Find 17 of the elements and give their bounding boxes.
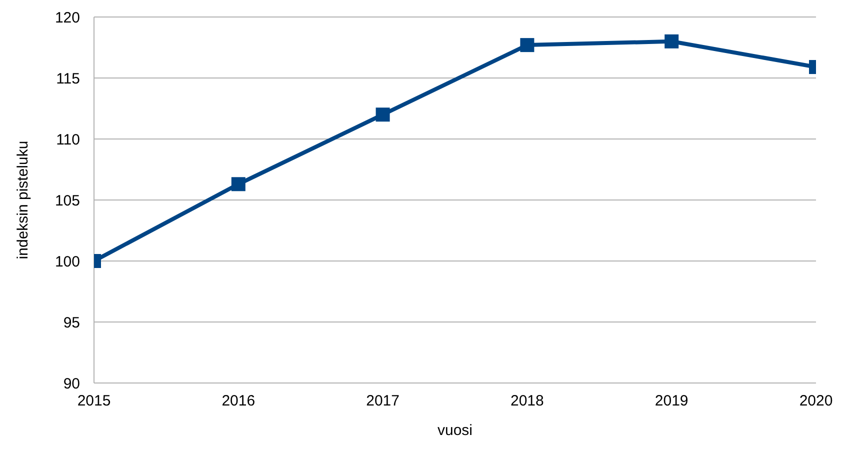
x-tick-label: 2017	[366, 392, 400, 410]
y-tick-label: 105	[54, 192, 80, 210]
y-tick-label: 115	[56, 70, 80, 88]
x-tick-label: 2019	[654, 392, 688, 410]
x-tick-label: 2016	[222, 392, 256, 410]
y-axis-title: indeksin pisteluku	[14, 140, 32, 260]
point	[520, 38, 534, 52]
y-tick-label: 110	[56, 131, 80, 148]
y-tick-label: 95	[63, 314, 80, 332]
x-tick-label: 2015	[77, 392, 111, 410]
y-tick-label: 120	[54, 9, 80, 26]
y-tick-label: 90	[63, 375, 80, 392]
y-tick-label: 100	[54, 253, 80, 270]
x-tick-label: 2018	[510, 392, 544, 410]
point	[376, 108, 390, 122]
x-axis-title: vuosi	[437, 422, 473, 439]
x-tick-label: 2020	[799, 392, 833, 410]
